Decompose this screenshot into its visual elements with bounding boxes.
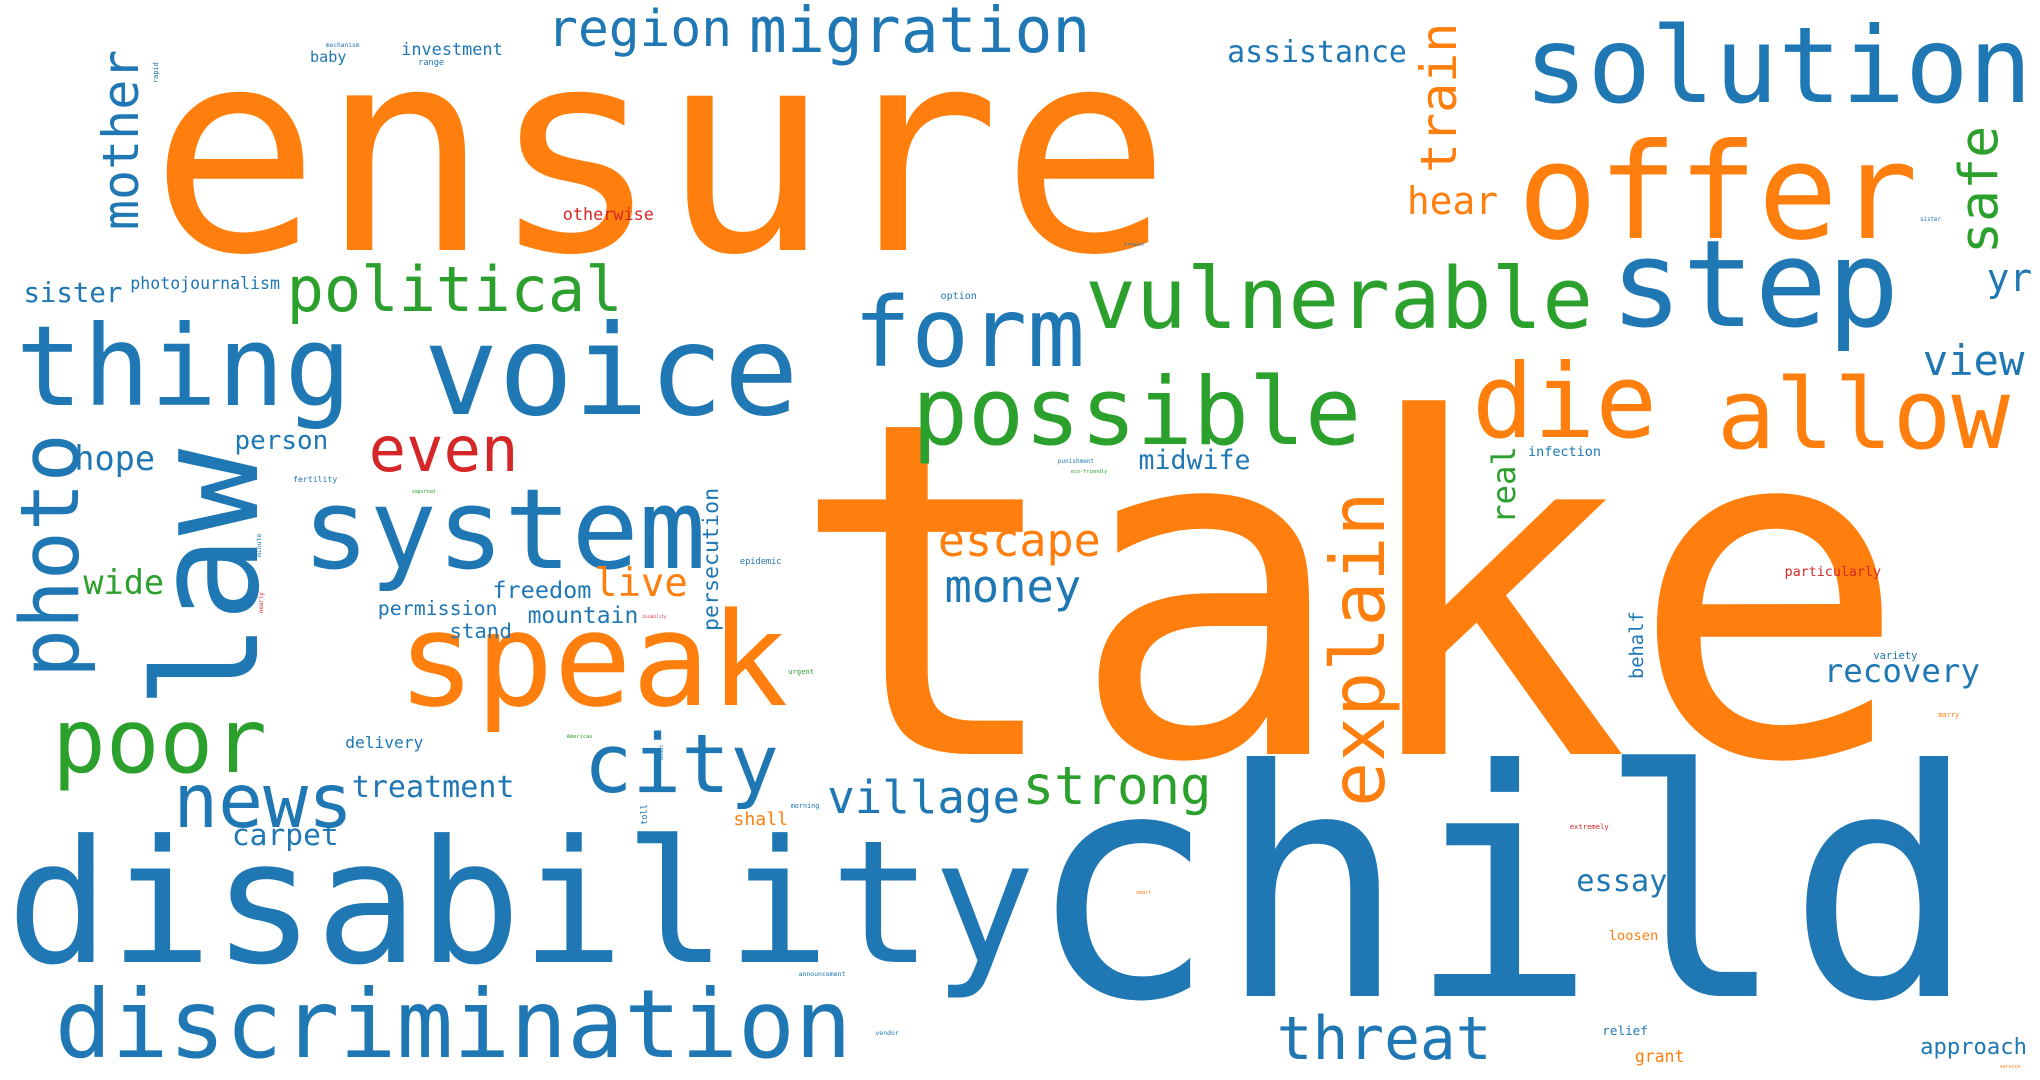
word-treatment: treatment — [351, 770, 515, 806]
word-announcement: announcement — [798, 970, 846, 979]
word-wide: wide — [83, 562, 165, 602]
word-speak: speak — [397, 583, 789, 736]
word-photojournalism: photojournalism — [130, 274, 280, 294]
word-grant: grant — [1634, 1047, 1685, 1067]
word-variety: variety — [1873, 649, 1918, 662]
word-village: village — [827, 771, 1020, 825]
word-train: train — [1409, 22, 1468, 174]
word-sister-small: sister — [1920, 216, 1941, 223]
word-poor: poor — [52, 690, 268, 795]
word-urgent: urgent — [788, 666, 815, 676]
word-eco-friendly: eco-friendly — [1070, 469, 1108, 476]
word-escape: escape — [937, 513, 1101, 567]
word-possible: possible — [911, 358, 1362, 468]
word-money: money — [944, 560, 1082, 614]
word-yr: yr — [1986, 255, 2033, 300]
word-person: person — [234, 425, 329, 456]
word-mechanism: mechanism — [325, 42, 360, 50]
word-carpet: carpet — [231, 818, 339, 853]
word-browser: browser — [1124, 241, 1146, 248]
word-form: form — [853, 277, 1086, 390]
word-vendor: vendor — [875, 1028, 899, 1037]
word-strong: strong — [1022, 756, 1212, 818]
word-stand: stand — [449, 618, 512, 643]
word-persecution: persecution — [699, 487, 725, 632]
word-hear: hear — [1406, 178, 1499, 223]
word-hope: hope — [74, 439, 156, 479]
word-investment: investment — [401, 38, 503, 59]
word-loosen: loosen — [1608, 928, 1659, 945]
word-smart: smart — [1135, 889, 1152, 896]
word-delivery: delivery — [345, 732, 424, 752]
word-epidemic: epidemic — [739, 557, 782, 568]
word-even: even — [368, 413, 519, 487]
word-mountain: mountain — [527, 602, 639, 629]
word-service: service — [1999, 1064, 2021, 1071]
word-morning: morning — [790, 802, 820, 811]
word-mother: mother — [91, 49, 150, 231]
word-toll: toll — [640, 804, 651, 825]
word-otherwise: otherwise — [562, 204, 654, 225]
word-migration: migration — [749, 0, 1091, 67]
word-essay: essay — [1576, 863, 1668, 899]
word-doubt: doubt — [658, 744, 665, 760]
word-range: range — [418, 57, 445, 68]
word-baby: baby — [310, 48, 347, 67]
word-rapid: rapid — [152, 62, 161, 84]
word-ensure: ensure — [149, 0, 1171, 317]
word-fertility: fertility — [293, 474, 338, 485]
word-midwife: midwife — [1138, 445, 1251, 477]
word-explain: explain — [1314, 491, 1403, 807]
word-Americas: Americas — [566, 733, 593, 740]
word-system: system — [302, 464, 707, 595]
word-freedom: freedom — [492, 575, 592, 604]
word-threat: threat — [1276, 1005, 1492, 1075]
word-real: real — [1485, 446, 1524, 525]
word-recovery: recovery — [1823, 651, 1980, 690]
word-marry: marry — [1938, 711, 1960, 720]
word-disability-small: disability — [642, 613, 667, 619]
word-shall: shall — [733, 809, 789, 831]
word-thing: thing — [15, 301, 352, 432]
word-relief: relief — [1602, 1023, 1648, 1039]
word-safe: safe — [1947, 125, 2010, 254]
word-option: option — [940, 290, 977, 302]
word-city: city — [583, 718, 779, 813]
word-approach: approach — [1920, 1033, 2027, 1060]
word-extremely: extremely — [1569, 821, 1609, 831]
word-infection: infection — [1528, 444, 1601, 460]
word-solution: solution — [1524, 4, 2033, 128]
word-particularly: particularly — [1784, 564, 1881, 580]
word-sister: sister — [23, 278, 123, 310]
word-take: take — [788, 321, 1910, 864]
word-child: child — [1026, 702, 1978, 1071]
word-die: die — [1472, 343, 1657, 463]
word-offer: offer — [1517, 116, 1918, 271]
word-allow: allow — [1716, 357, 2010, 471]
word-discrimination: discrimination — [54, 969, 852, 1080]
word-political: political — [286, 253, 623, 327]
word-behalf: behalf — [1627, 611, 1649, 680]
word-live: live — [594, 561, 688, 607]
word-voice: voice — [423, 299, 799, 445]
word-punishment: punishment — [1057, 457, 1095, 465]
word-imported: imported — [411, 488, 436, 495]
word-nearly: nearly — [258, 592, 265, 613]
word-minute: minute — [254, 533, 263, 557]
word-permission: permission — [377, 596, 498, 620]
word-vulnerable: vulnerable — [1085, 249, 1594, 348]
word-step: step — [1610, 216, 1900, 356]
word-view: view — [1922, 335, 2025, 385]
word-disability: disability — [6, 803, 1036, 1003]
word-news: news — [173, 758, 353, 846]
word-assistance: assistance — [1227, 35, 1407, 71]
word-region: region — [547, 0, 733, 60]
